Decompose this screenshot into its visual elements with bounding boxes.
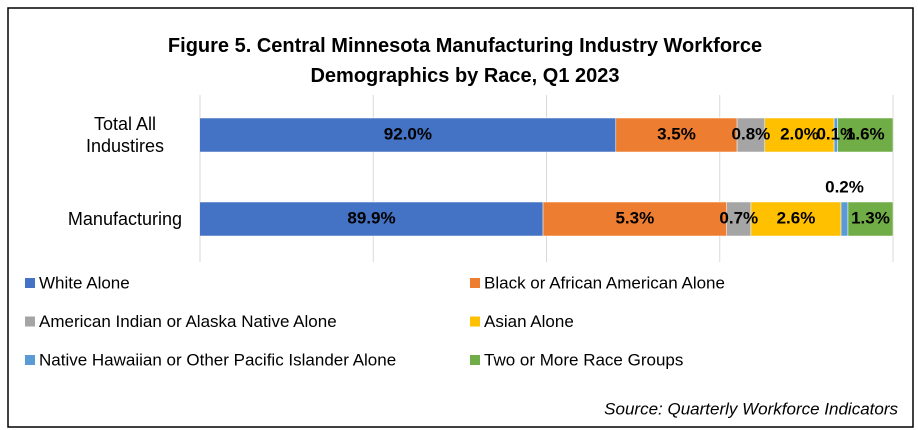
title-line: Demographics by Race, Q1 2023 bbox=[310, 65, 619, 87]
chart-title: Figure 5. Central Minnesota Manufacturin… bbox=[168, 35, 762, 87]
legend-swatch bbox=[25, 316, 35, 327]
bar-segment bbox=[750, 201, 842, 237]
legend-swatch bbox=[470, 316, 480, 327]
category-label: Total All Industires bbox=[85, 114, 165, 156]
bar-segment bbox=[837, 117, 893, 153]
title-line: Figure 5. Central Minnesota Manufacturin… bbox=[168, 35, 762, 57]
data-label: 0.8% bbox=[732, 124, 771, 143]
data-label: 2.6% bbox=[777, 208, 816, 227]
data-label: 1.3% bbox=[851, 208, 890, 227]
data-label: 92.0% bbox=[384, 124, 432, 143]
source: Source: Quarterly Workforce Indicators bbox=[604, 399, 898, 418]
bar-segment bbox=[726, 201, 752, 237]
bar-segment bbox=[764, 117, 835, 153]
legend-swatch bbox=[25, 278, 35, 288]
legend-swatch bbox=[470, 278, 480, 288]
bar-segment bbox=[615, 117, 738, 153]
data-label: 0.1% bbox=[816, 124, 855, 143]
legend-swatch bbox=[25, 355, 35, 365]
bar-segment bbox=[847, 201, 893, 237]
bar-segment bbox=[840, 201, 849, 237]
data-label: 89.9% bbox=[347, 208, 395, 227]
legend-label: White Alone bbox=[39, 273, 130, 292]
bar-segment bbox=[542, 201, 727, 237]
legend-label: Black or African American Alone bbox=[484, 273, 725, 292]
bar-segment bbox=[736, 117, 766, 153]
legend-label: Asian Alone bbox=[484, 312, 574, 331]
legend-label: Two or More Race Groups bbox=[484, 350, 683, 369]
data-label: 1.6% bbox=[846, 124, 885, 143]
data-label: 0.7% bbox=[719, 208, 758, 227]
data-label: 3.5% bbox=[657, 124, 696, 143]
legend-swatch bbox=[470, 355, 480, 365]
legend-label: American Indian or Alaska Native Alone bbox=[39, 312, 337, 331]
data-label: 2.0% bbox=[780, 124, 819, 143]
data-label: 0.2% bbox=[825, 177, 864, 196]
category-label: Manufacturing bbox=[67, 209, 182, 229]
legend-label: Native Hawaiian or Other Pacific Islande… bbox=[39, 350, 396, 369]
data-label: 5.3% bbox=[615, 208, 654, 227]
